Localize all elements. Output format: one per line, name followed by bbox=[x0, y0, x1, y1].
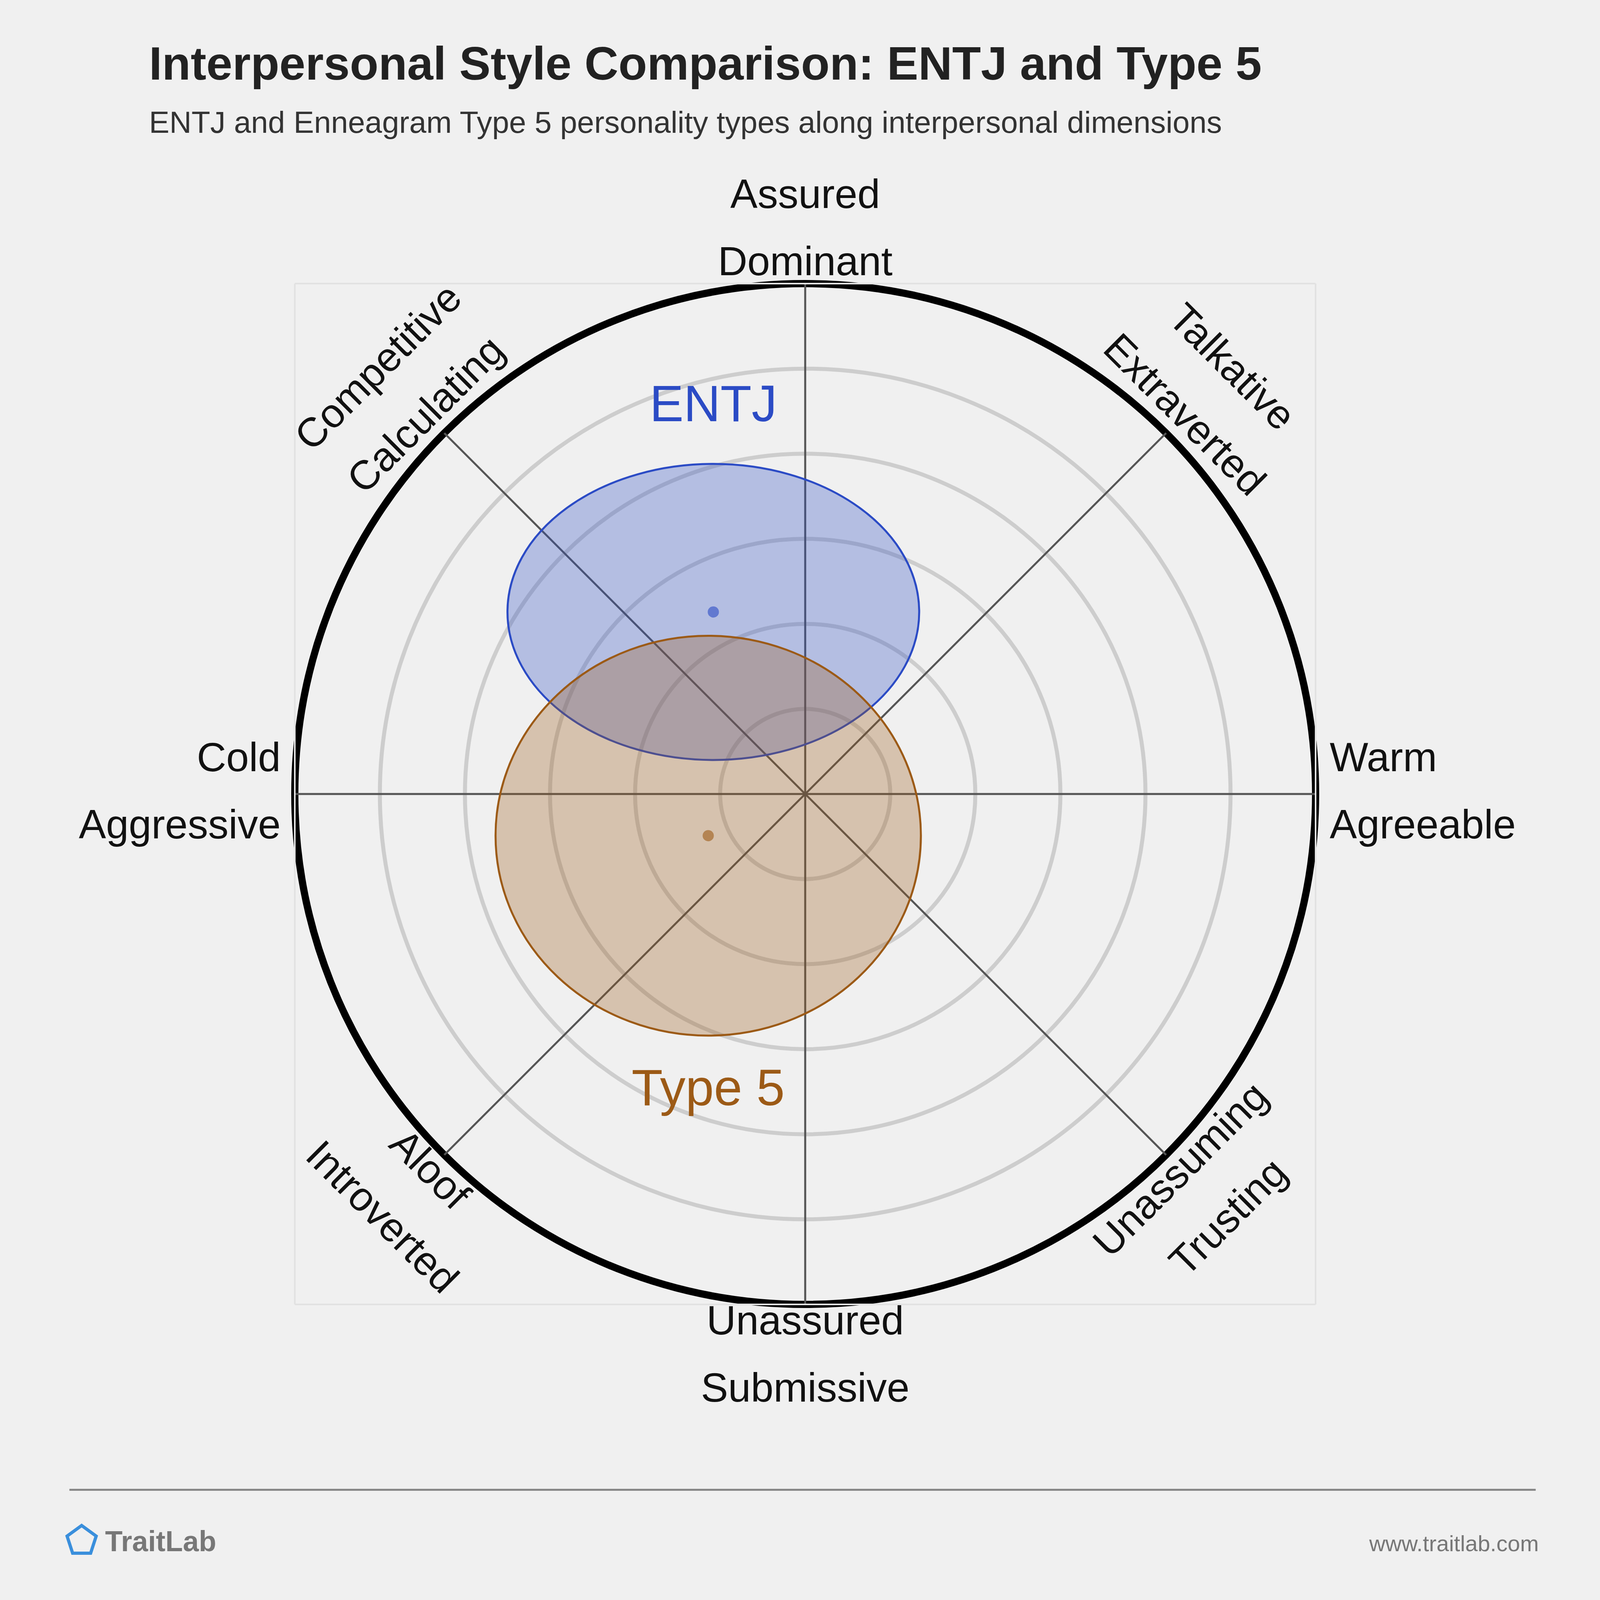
svg-text:Cold: Cold bbox=[196, 734, 281, 780]
svg-text:Talkative: Talkative bbox=[1160, 294, 1305, 439]
svg-text:Assured: Assured bbox=[730, 171, 880, 217]
svg-text:Calculating: Calculating bbox=[338, 326, 514, 502]
svg-text:Unassured: Unassured bbox=[706, 1297, 904, 1344]
svg-text:ENTJ: ENTJ bbox=[649, 375, 778, 432]
svg-text:Unassuming: Unassuming bbox=[1083, 1072, 1277, 1266]
svg-text:Trusting: Trusting bbox=[1160, 1148, 1296, 1285]
svg-text:Interpersonal Style Comparison: Interpersonal Style Comparison: ENTJ and… bbox=[148, 37, 1262, 90]
svg-text:TraitLab: TraitLab bbox=[105, 1525, 217, 1558]
svg-text:Competitive: Competitive bbox=[285, 274, 471, 460]
svg-text:Extraverted: Extraverted bbox=[1094, 324, 1275, 505]
svg-text:Agreeable: Agreeable bbox=[1329, 801, 1516, 848]
svg-text:Submissive: Submissive bbox=[700, 1364, 910, 1411]
svg-text:www.traitlab.com: www.traitlab.com bbox=[1368, 1530, 1539, 1556]
svg-text:Type 5: Type 5 bbox=[631, 1059, 785, 1116]
svg-text:Aloof: Aloof bbox=[381, 1120, 480, 1219]
svg-text:ENTJ and Enneagram Type 5 pers: ENTJ and Enneagram Type 5 personality ty… bbox=[148, 105, 1222, 140]
svg-text:Dominant: Dominant bbox=[718, 238, 893, 284]
svg-text:Warm: Warm bbox=[1329, 734, 1437, 780]
svg-text:Introverted: Introverted bbox=[297, 1131, 468, 1302]
svg-text:Aggressive: Aggressive bbox=[78, 801, 281, 848]
